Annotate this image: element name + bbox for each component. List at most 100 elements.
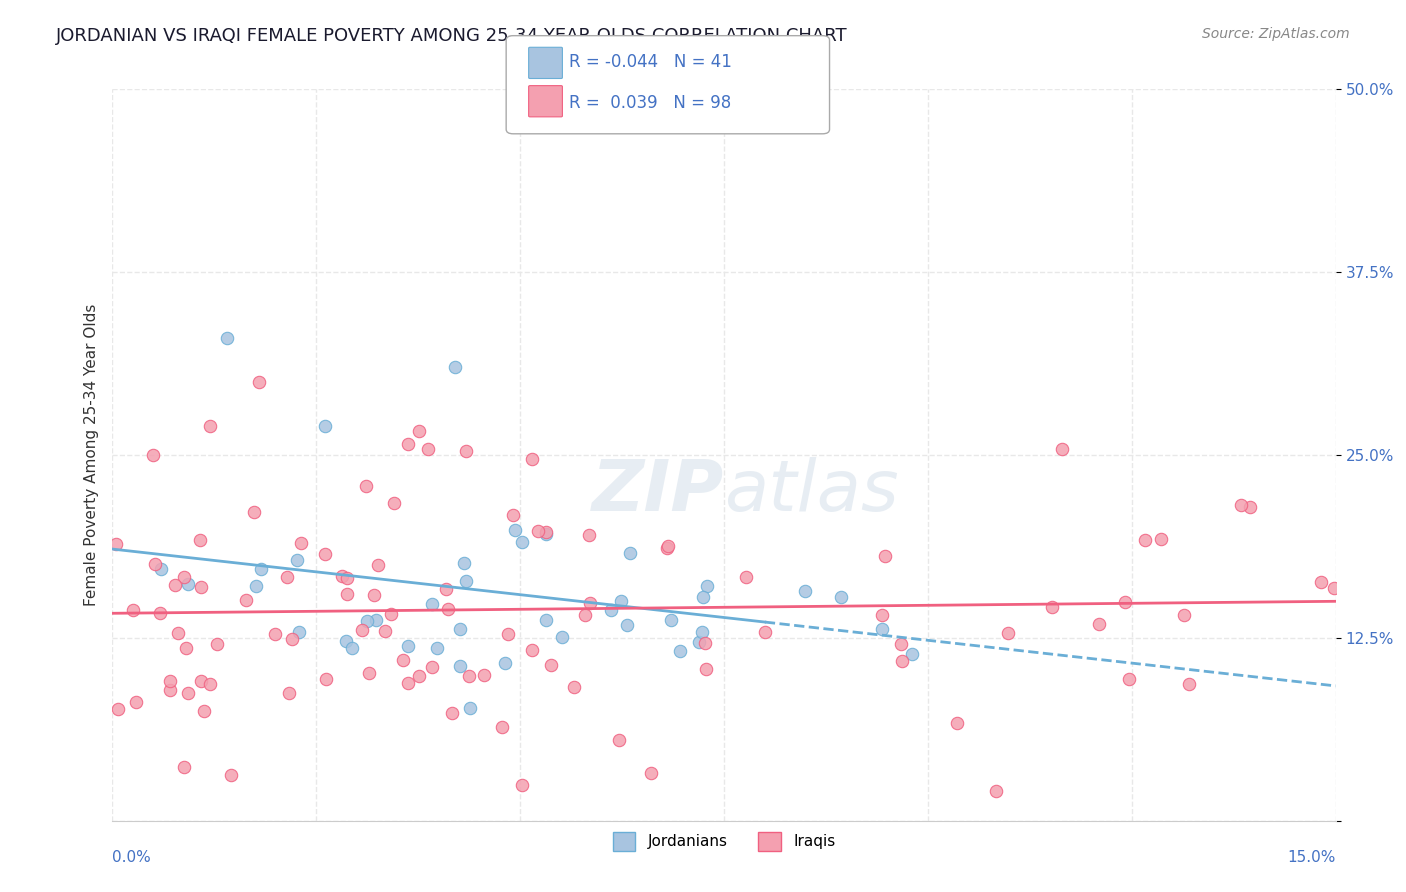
Iraqis <box>382 496 405 510</box>
Jordanians <box>356 614 378 628</box>
Iraqis <box>562 680 585 694</box>
Jordanians <box>830 591 852 605</box>
Jordanians <box>250 562 273 576</box>
Iraqis <box>520 643 543 657</box>
Text: Source: ZipAtlas.com: Source: ZipAtlas.com <box>1202 27 1350 41</box>
Iraqis <box>200 677 222 691</box>
Iraqis <box>418 442 440 457</box>
Iraqis <box>173 570 195 584</box>
Iraqis <box>167 626 190 640</box>
Iraqis <box>315 672 337 686</box>
Iraqis <box>657 539 679 553</box>
Iraqis <box>380 607 402 622</box>
Jordanians <box>534 613 557 627</box>
Iraqis <box>188 533 211 547</box>
Jordanians <box>456 574 478 588</box>
Iraqis <box>396 675 419 690</box>
Text: R =  0.039   N = 98: R = 0.039 N = 98 <box>569 94 731 112</box>
Jordanians <box>688 635 710 649</box>
Text: atlas: atlas <box>724 457 898 526</box>
Iraqis <box>735 570 758 584</box>
Jordanians <box>510 535 533 549</box>
Iraqis <box>408 424 430 438</box>
Jordanians <box>287 625 309 640</box>
Jordanians <box>794 584 817 599</box>
Text: R = -0.044   N = 41: R = -0.044 N = 41 <box>569 54 733 71</box>
Jordanians <box>659 613 682 627</box>
Jordanians <box>340 641 363 656</box>
Jordanians <box>610 593 633 607</box>
Jordanians <box>396 639 419 653</box>
Iraqis <box>420 660 443 674</box>
Iraqis <box>363 588 385 602</box>
Jordanians <box>494 656 516 670</box>
Legend: Jordanians, Iraqis: Jordanians, Iraqis <box>606 826 842 857</box>
Iraqis <box>143 557 166 571</box>
Iraqis <box>408 669 430 683</box>
Iraqis <box>754 624 776 639</box>
Iraqis <box>193 704 215 718</box>
Iraqis <box>242 505 264 519</box>
Text: JORDANIAN VS IRAQI FEMALE POVERTY AMONG 25-34 YEAR OLDS CORRELATION CHART: JORDANIAN VS IRAQI FEMALE POVERTY AMONG … <box>56 27 848 45</box>
Iraqis <box>350 623 373 637</box>
Iraqis <box>456 443 478 458</box>
Text: 15.0%: 15.0% <box>1288 850 1336 865</box>
Iraqis <box>472 668 495 682</box>
Iraqis <box>142 448 165 462</box>
Iraqis <box>502 508 524 522</box>
Text: 0.0%: 0.0% <box>112 850 152 865</box>
Iraqis <box>190 580 212 594</box>
Iraqis <box>174 641 197 656</box>
Iraqis <box>873 549 896 563</box>
Jordanians <box>426 641 449 656</box>
Jordanians <box>690 624 713 639</box>
Jordanians <box>534 527 557 541</box>
Iraqis <box>512 779 534 793</box>
Iraqis <box>891 654 914 668</box>
Jordanians <box>444 360 467 375</box>
Iraqis <box>522 451 544 466</box>
Iraqis <box>527 524 550 538</box>
Iraqis <box>434 582 457 597</box>
Iraqis <box>105 537 128 551</box>
Jordanians <box>150 562 173 576</box>
Iraqis <box>392 653 415 667</box>
Iraqis <box>695 636 717 650</box>
Jordanians <box>692 591 714 605</box>
Iraqis <box>122 603 145 617</box>
Iraqis <box>491 720 513 734</box>
Iraqis <box>173 760 195 774</box>
Iraqis <box>336 587 359 601</box>
Iraqis <box>890 637 912 651</box>
Iraqis <box>1310 575 1333 590</box>
Jordanians <box>245 579 267 593</box>
Iraqis <box>578 527 600 541</box>
Iraqis <box>159 674 181 689</box>
Iraqis <box>1114 595 1136 609</box>
Iraqis <box>277 686 299 700</box>
Iraqis <box>1178 676 1201 690</box>
Y-axis label: Female Poverty Among 25-34 Year Olds: Female Poverty Among 25-34 Year Olds <box>83 304 98 606</box>
Iraqis <box>1173 608 1195 623</box>
Iraqis <box>205 637 228 651</box>
Iraqis <box>1229 498 1251 512</box>
Iraqis <box>290 536 312 550</box>
Iraqis <box>984 784 1007 798</box>
Iraqis <box>655 541 678 556</box>
Iraqis <box>1118 672 1140 686</box>
Iraqis <box>354 479 377 493</box>
Jordanians <box>669 644 692 658</box>
Jordanians <box>420 597 443 611</box>
Iraqis <box>281 632 304 647</box>
Iraqis <box>870 607 893 622</box>
Iraqis <box>540 657 562 672</box>
Jordanians <box>364 614 387 628</box>
Iraqis <box>367 558 389 572</box>
Iraqis <box>1149 532 1171 546</box>
Iraqis <box>1052 442 1074 456</box>
Iraqis <box>1040 599 1063 614</box>
Iraqis <box>534 524 557 539</box>
Iraqis <box>1133 533 1156 547</box>
Jordanians <box>872 622 894 636</box>
Iraqis <box>640 766 662 780</box>
